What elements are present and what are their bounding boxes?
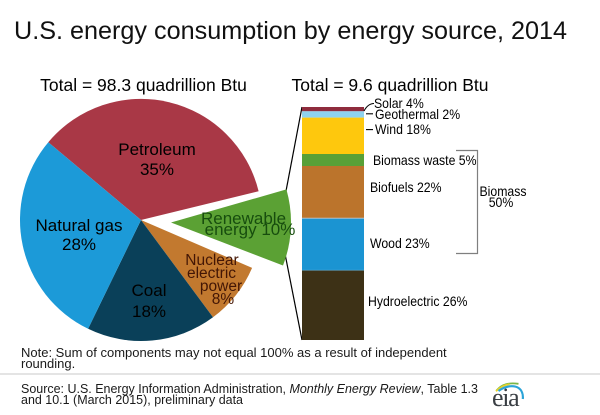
svg-text:eia: eia (492, 383, 520, 412)
